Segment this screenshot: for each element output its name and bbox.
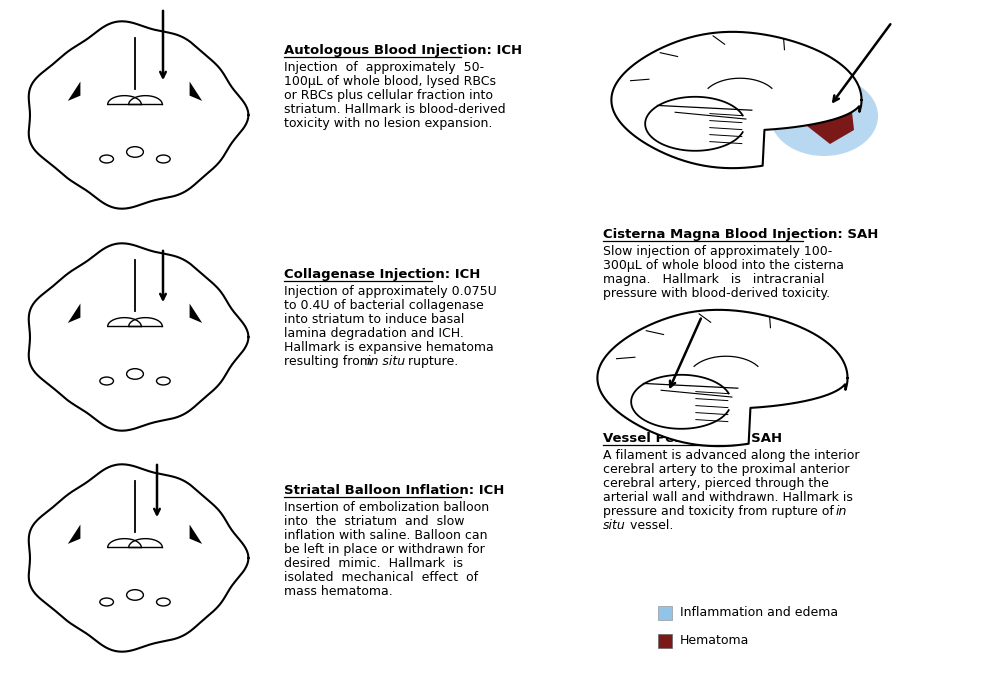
Text: into  the  striatum  and  slow: into the striatum and slow — [284, 515, 464, 528]
Ellipse shape — [156, 377, 170, 385]
Ellipse shape — [70, 487, 208, 609]
Polygon shape — [190, 304, 202, 323]
Polygon shape — [802, 92, 854, 144]
Polygon shape — [68, 524, 81, 544]
Text: rupture.: rupture. — [404, 355, 458, 367]
Ellipse shape — [87, 49, 199, 137]
Ellipse shape — [124, 509, 186, 587]
Ellipse shape — [99, 155, 113, 163]
Polygon shape — [611, 32, 862, 168]
Text: inflation with saline. Balloon can: inflation with saline. Balloon can — [284, 528, 487, 542]
Polygon shape — [597, 310, 848, 446]
Text: striatum. Hallmark is blood-derived: striatum. Hallmark is blood-derived — [284, 102, 506, 116]
Ellipse shape — [99, 598, 113, 606]
Text: magna.   Hallmark   is   intracranial: magna. Hallmark is intracranial — [603, 273, 824, 285]
Text: or RBCs plus cellular fraction into: or RBCs plus cellular fraction into — [284, 89, 493, 102]
Text: toxicity with no lesion expansion.: toxicity with no lesion expansion. — [284, 116, 492, 130]
Polygon shape — [131, 71, 189, 123]
Polygon shape — [190, 524, 202, 544]
Text: Collagenase Injection: ICH: Collagenase Injection: ICH — [284, 268, 480, 281]
Polygon shape — [29, 22, 248, 209]
Text: into striatum to induce basal: into striatum to induce basal — [284, 313, 464, 326]
Text: Inflammation and edema: Inflammation and edema — [680, 606, 838, 620]
Polygon shape — [68, 81, 81, 101]
Polygon shape — [68, 304, 81, 323]
Text: cerebral artery, pierced through the: cerebral artery, pierced through the — [603, 476, 829, 490]
Text: A filament is advanced along the interior: A filament is advanced along the interio… — [603, 449, 860, 462]
Ellipse shape — [770, 76, 878, 156]
Text: mass hematoma.: mass hematoma. — [284, 585, 393, 598]
Ellipse shape — [156, 155, 170, 163]
Ellipse shape — [99, 377, 113, 385]
Polygon shape — [29, 244, 248, 431]
Text: vessel.: vessel. — [626, 519, 673, 532]
Text: 100μL of whole blood, lysed RBCs: 100μL of whole blood, lysed RBCs — [284, 75, 496, 87]
Polygon shape — [645, 97, 743, 151]
Text: Autologous Blood Injection: ICH: Autologous Blood Injection: ICH — [284, 44, 522, 57]
Text: to 0.4U of bacterial collagenase: to 0.4U of bacterial collagenase — [284, 299, 484, 312]
Polygon shape — [29, 464, 248, 651]
Text: lamina degradation and ICH.: lamina degradation and ICH. — [284, 326, 464, 340]
Text: Striatal Balloon Inflation: ICH: Striatal Balloon Inflation: ICH — [284, 484, 504, 497]
Polygon shape — [632, 362, 690, 412]
Text: desired  mimic.  Hallmark  is: desired mimic. Hallmark is — [284, 557, 463, 569]
Bar — [658, 606, 672, 620]
Ellipse shape — [623, 345, 733, 427]
Text: in: in — [836, 505, 847, 518]
Text: Injection of approximately 0.075U: Injection of approximately 0.075U — [284, 285, 497, 297]
Text: Slow injection of approximately 100-: Slow injection of approximately 100- — [603, 244, 832, 258]
Ellipse shape — [126, 369, 143, 380]
Text: pressure with blood-derived toxicity.: pressure with blood-derived toxicity. — [603, 287, 830, 299]
Text: cerebral artery to the proximal anterior: cerebral artery to the proximal anterior — [603, 462, 850, 476]
Text: Insertion of embolization balloon: Insertion of embolization balloon — [284, 501, 489, 513]
Text: pressure and toxicity from rupture of: pressure and toxicity from rupture of — [603, 505, 838, 518]
Text: in situ: in situ — [367, 355, 406, 367]
Text: Hematoma: Hematoma — [680, 635, 749, 647]
Ellipse shape — [126, 147, 143, 157]
Ellipse shape — [156, 598, 170, 606]
Text: isolated  mechanical  effect  of: isolated mechanical effect of — [284, 571, 478, 583]
Text: resulting from: resulting from — [284, 355, 376, 367]
Polygon shape — [125, 283, 199, 359]
Text: Injection  of  approximately  50-: Injection of approximately 50- — [284, 61, 484, 73]
Text: Cisterna Magna Blood Injection: SAH: Cisterna Magna Blood Injection: SAH — [603, 228, 879, 241]
Text: Vessel Perforation: SAH: Vessel Perforation: SAH — [603, 432, 782, 445]
Text: 300μL of whole blood into the cisterna: 300μL of whole blood into the cisterna — [603, 258, 844, 272]
Text: arterial wall and withdrawn. Hallmark is: arterial wall and withdrawn. Hallmark is — [603, 491, 853, 503]
Text: Hallmark is expansive hematoma: Hallmark is expansive hematoma — [284, 341, 494, 353]
Polygon shape — [631, 375, 729, 429]
Bar — [658, 634, 672, 648]
Polygon shape — [190, 81, 202, 101]
Text: be left in place or withdrawn for: be left in place or withdrawn for — [284, 542, 485, 556]
Ellipse shape — [126, 590, 143, 600]
Text: situ: situ — [603, 519, 626, 532]
Ellipse shape — [55, 254, 205, 384]
